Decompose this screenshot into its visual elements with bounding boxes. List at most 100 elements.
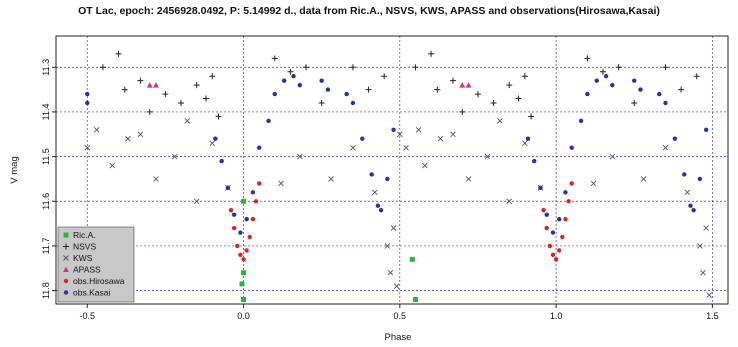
point-obs-hirosawa [560,234,565,240]
point-kws [506,198,513,205]
point-kws [193,198,200,205]
point-nsvs [121,86,128,93]
grid-lines [56,36,728,304]
point-nsvs [412,64,419,71]
point-nsvs [209,73,216,80]
x-axis-label: Phase [385,332,412,343]
point-obs-hirosawa [557,248,562,253]
point-kws [465,176,472,182]
point-nsvs [193,82,200,89]
point-obs-kasai [638,87,643,92]
point-kws [384,243,391,249]
point-obs-kasai [594,78,599,83]
point-obs-kasai [632,78,637,83]
point-obs-kasai [291,74,296,79]
point-kws [93,126,100,133]
legend-marker [63,290,69,295]
point-kws [415,126,422,133]
point-nsvs [137,77,144,84]
point-obs-kasai [350,100,356,106]
data-points [84,50,713,303]
point-obs-kasai [538,185,543,191]
plot-frame [55,35,729,305]
point-apass [465,82,472,88]
legend-box [57,226,135,303]
point-obs-kasai [672,136,678,141]
point-obs-kasai [219,158,224,164]
point-nsvs [203,95,210,102]
point-obs-kasai [85,91,90,97]
point-ric-a [241,297,247,303]
point-kws [171,153,178,160]
x-tick-label: 1.5 [706,311,719,321]
legend-marker [63,255,69,261]
point-nsvs [599,68,606,75]
point-nsvs [474,91,481,98]
point-kws [484,153,491,160]
point-obs-hirosawa [547,243,553,249]
x-tick-label: 0.5 [394,311,407,321]
legend-marker [63,243,69,250]
point-obs-hirosawa [247,234,252,240]
point-obs-kasai [369,172,374,177]
point-nsvs [521,73,528,80]
point-obs-kasai [256,145,262,150]
point-kws [700,269,706,276]
legend-entry: NSVS [73,242,96,252]
y-tick-label: 11.8 [41,282,51,299]
point-kws [609,153,616,160]
point-nsvs [381,73,388,80]
point-nsvs [271,55,278,62]
point-nsvs [678,86,685,93]
point-nsvs [287,68,294,75]
point-apass [459,82,466,88]
point-nsvs [506,82,513,89]
point-obs-kasai [325,87,331,92]
point-nsvs [615,64,622,71]
point-nsvs [515,95,522,102]
point-obs-kasai [557,216,562,222]
point-kws [393,283,400,289]
point-kws [396,131,403,138]
point-kws [522,140,528,147]
point-kws [422,162,428,169]
point-obs-hirosawa [238,252,243,258]
point-obs-kasai [603,74,609,79]
point-obs-hirosawa [553,257,559,262]
x-tick-label: 0.0 [237,311,250,321]
point-obs-kasai [319,78,324,83]
point-nsvs [215,113,222,120]
point-kws [296,153,303,160]
point-nsvs [662,64,669,71]
point-kws [328,176,334,182]
point-obs-kasai [532,158,537,164]
point-nsvs [459,108,466,115]
point-kws [684,189,691,196]
point-obs-kasai [385,176,390,182]
point-nsvs [318,100,325,106]
point-ric-a [239,281,245,287]
point-obs-hirosawa [566,199,571,204]
point-obs-kasai [378,208,384,213]
point-obs-kasai [550,230,556,235]
point-nsvs [162,91,169,98]
point-obs-kasai [525,136,531,141]
point-obs-kasai [375,203,381,208]
point-nsvs [146,108,153,115]
point-kws [84,144,91,151]
x-tick-label: -0.5 [79,311,95,321]
point-obs-hirosawa [563,216,568,222]
point-nsvs [428,50,435,57]
point-nsvs [99,64,106,71]
point-obs-kasai [682,172,687,177]
point-kws [137,131,144,138]
point-obs-hirosawa [241,257,246,262]
point-kws [662,144,669,151]
point-obs-hirosawa [235,243,240,249]
point-obs-hirosawa [228,208,234,213]
point-obs-kasai [697,176,703,182]
point-kws [109,162,116,169]
point-nsvs [434,86,441,93]
